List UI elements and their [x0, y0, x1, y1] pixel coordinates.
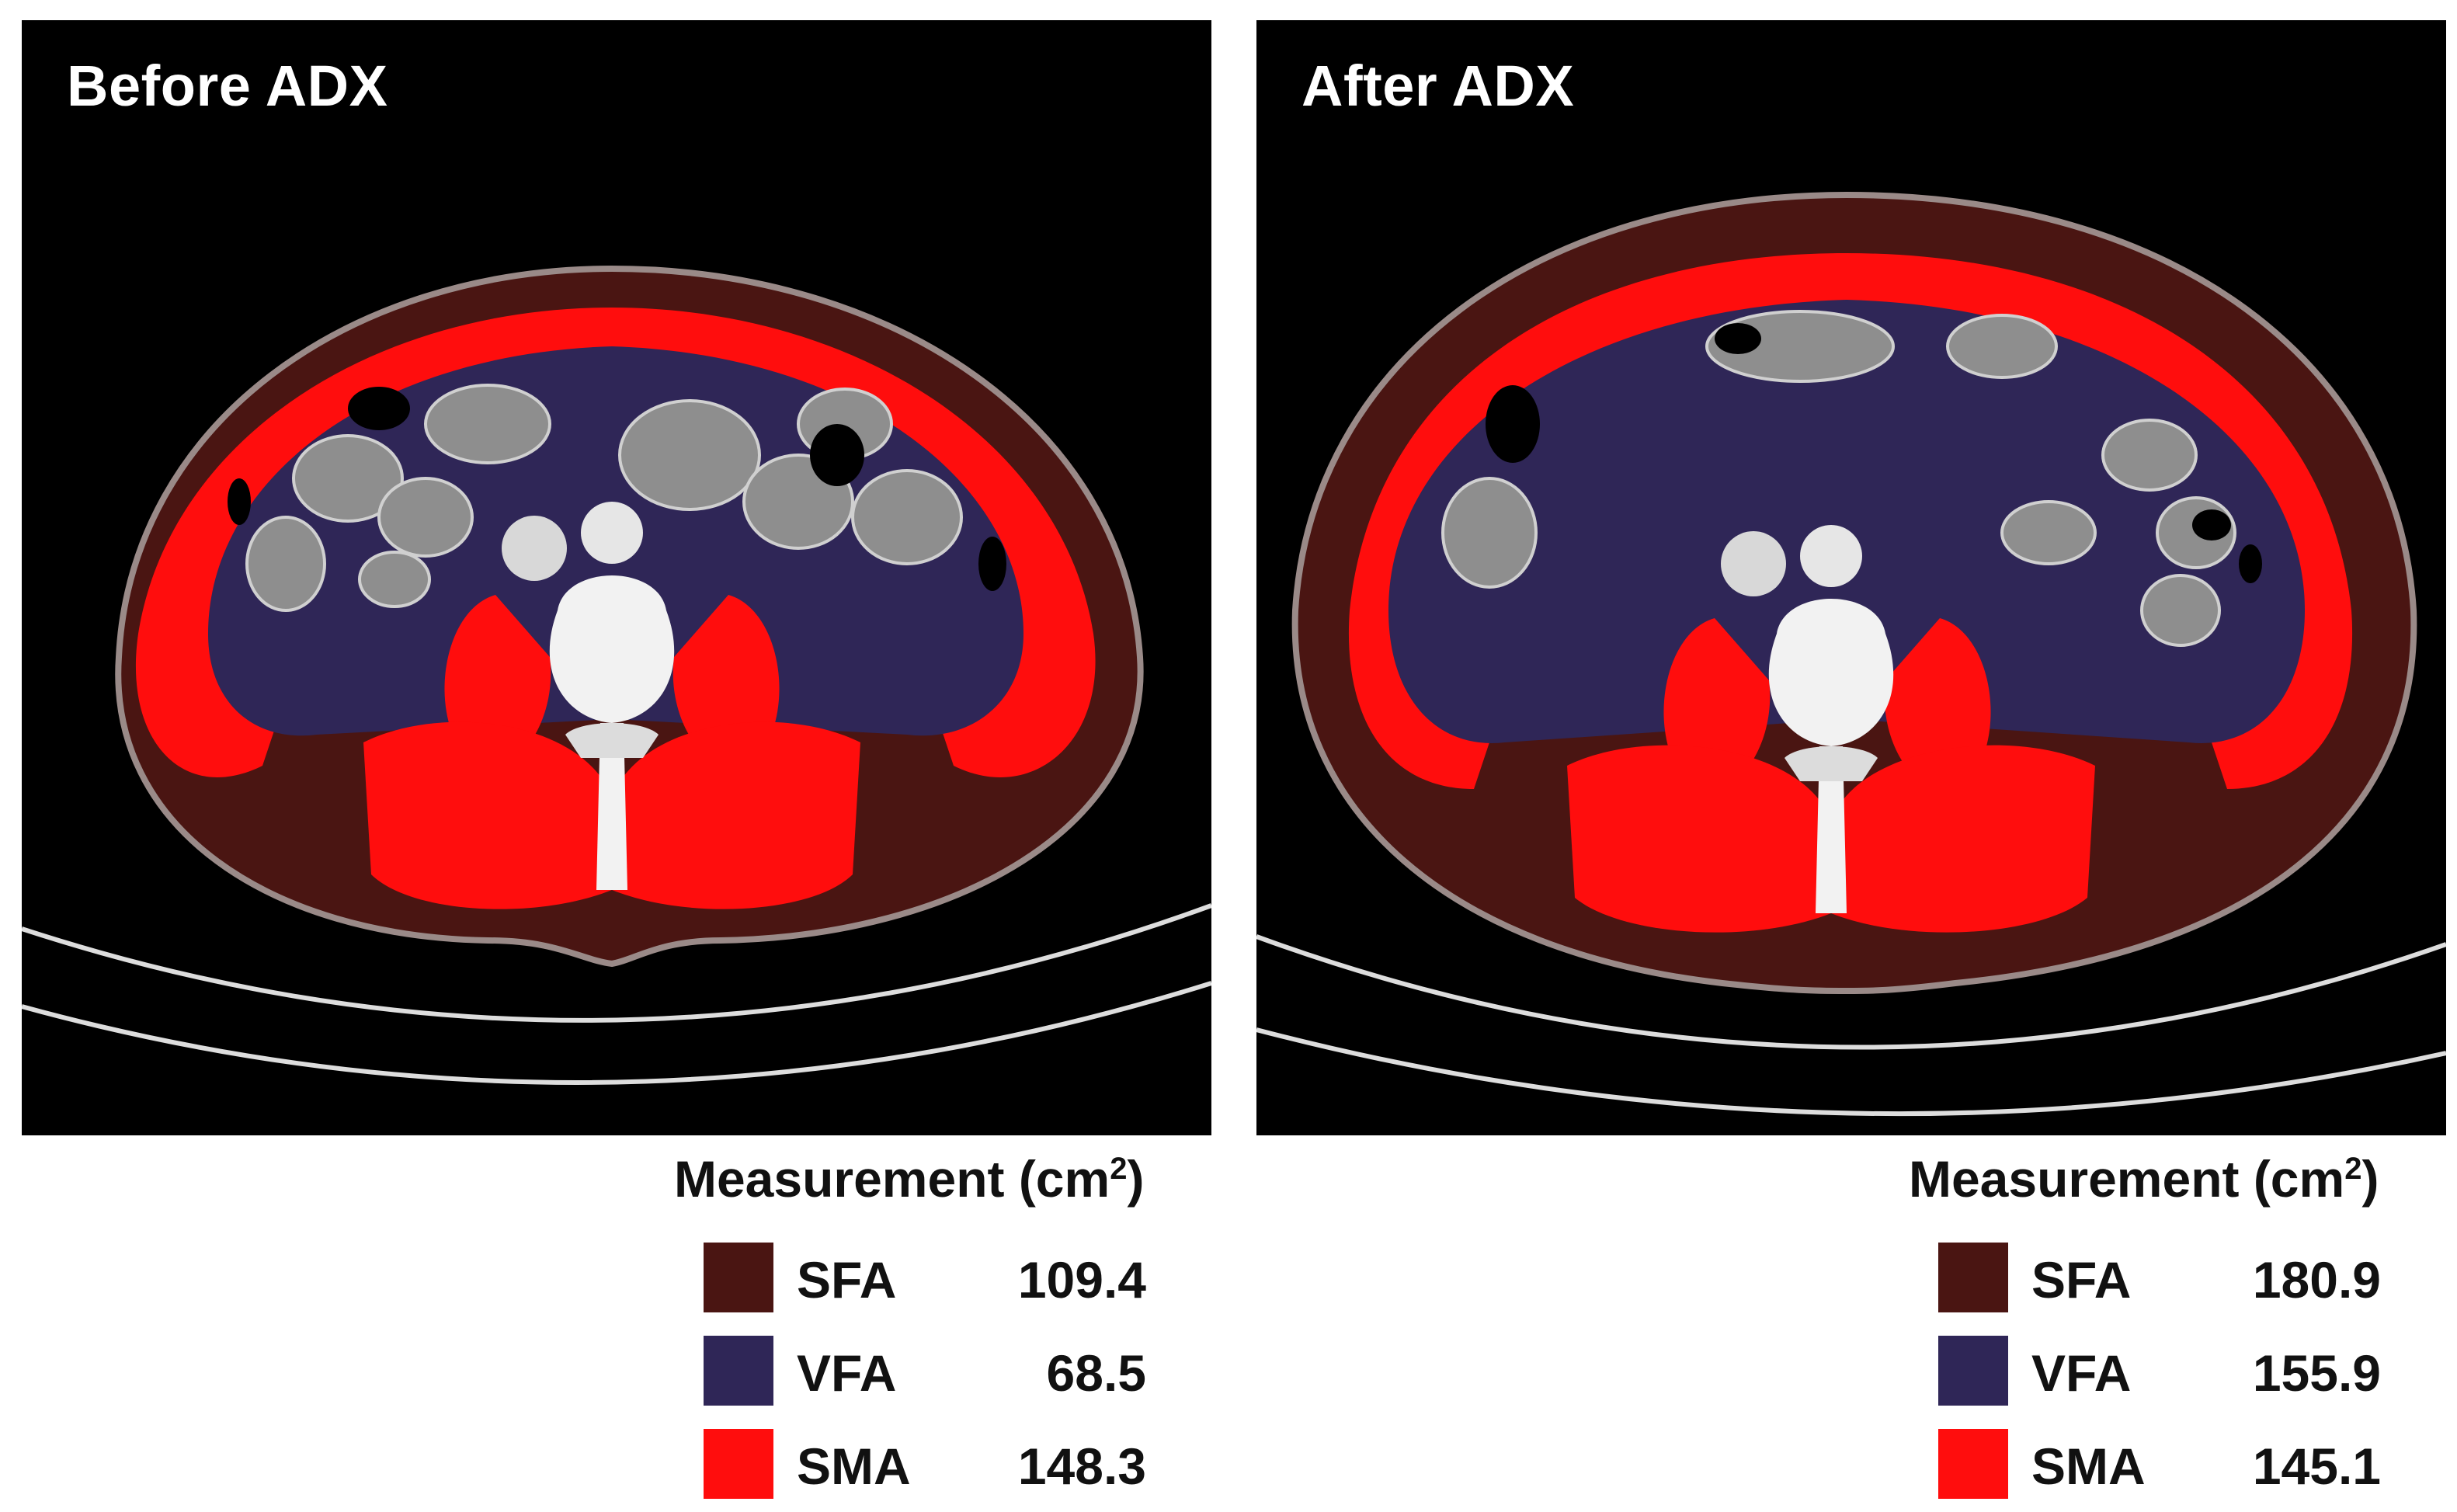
legend-abbr: VFA [2031, 1344, 2132, 1402]
legend-swatch [1938, 1429, 2008, 1499]
spinous-process [596, 723, 627, 890]
legend-value: 180.9 [2252, 1251, 2381, 1309]
legend-abbr: SMA [2031, 1437, 2146, 1495]
panel-title: After ADX [1301, 54, 1575, 118]
legend-title: Measurement (cm2) [674, 1150, 1145, 1208]
legend-value: 155.9 [2252, 1344, 2381, 1402]
vessel [1721, 531, 1786, 596]
ct-scan-before [22, 265, 1211, 1085]
legend-swatch [704, 1429, 773, 1499]
spinous-process [1816, 746, 1847, 913]
vertebral-arch [565, 723, 659, 758]
legend-abbr: SFA [797, 1251, 897, 1309]
vertebral-arch [1785, 746, 1878, 781]
legend-abbr: VFA [797, 1344, 897, 1402]
ct-panel-before: Before ADX [22, 20, 1211, 1135]
legend-title: Measurement (cm2) [1909, 1150, 2379, 1208]
legend-abbr: SMA [797, 1437, 911, 1495]
back-muscles [363, 595, 860, 909]
scanner-table-arc [1256, 1027, 2446, 1117]
scanner-table-arc [1256, 934, 2446, 1050]
legend-swatch [1938, 1243, 2008, 1312]
panel-title: Before ADX [67, 54, 388, 118]
legend-swatch [1938, 1336, 2008, 1406]
vertebral-body [549, 575, 675, 723]
bowel-gas [228, 387, 1006, 591]
back-muscles [1567, 618, 2095, 933]
bowel-loops [1441, 310, 2236, 647]
legend-value: 68.5 [1046, 1344, 1146, 1402]
legend-abbr: SFA [2031, 1251, 2132, 1309]
legend-value: 145.1 [2252, 1437, 2381, 1495]
bowel-loops [245, 384, 963, 612]
bowel-gas [1486, 323, 2262, 583]
legend-swatch [704, 1243, 773, 1312]
legend-value: 109.4 [1017, 1251, 1146, 1309]
legend-value: 148.3 [1017, 1437, 1146, 1495]
scanner-table-arc [22, 981, 1211, 1085]
legend-swatch [704, 1336, 773, 1406]
vessel [581, 502, 643, 564]
vertebral-body [1768, 599, 1894, 746]
visceral-fat-region [1388, 300, 2305, 743]
ct-panel-after: After ADX [1256, 20, 2446, 1135]
ct-scan-after [1256, 191, 2446, 1117]
vessel [502, 516, 567, 581]
vessel [1800, 525, 1862, 587]
scanner-table-arc [22, 903, 1211, 1023]
